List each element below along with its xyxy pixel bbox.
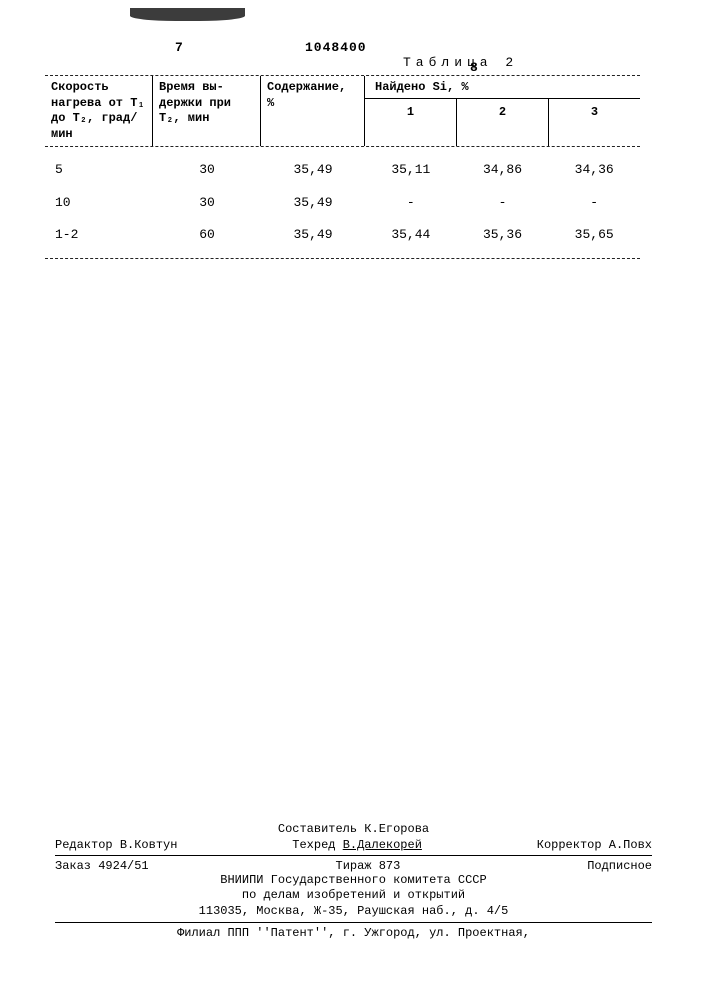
cell-f2: - xyxy=(457,194,549,212)
cell-f1: - xyxy=(365,194,457,212)
order-block: Заказ 4924/51 xyxy=(55,859,149,873)
found-header-label: Найдено Si, % xyxy=(365,76,640,99)
cell-time: 30 xyxy=(153,194,261,212)
footer-rule-1 xyxy=(55,855,652,856)
cell-speed: 5 xyxy=(45,161,153,179)
table-body: 5 30 35,49 35,11 34,86 34,36 10 30 35,49… xyxy=(45,147,640,244)
editor-label: Редактор xyxy=(55,838,113,852)
data-table: Скорость нагрева от T₁ до T₂, град/мин В… xyxy=(45,75,640,259)
corr-name: А.Повх xyxy=(609,838,652,852)
org-line-1: ВНИИПИ Государственного комитета СССР xyxy=(55,873,652,889)
cell-content: 35,49 xyxy=(261,161,365,179)
compiler-line: Составитель К.Егорова xyxy=(55,822,652,838)
table-row: 10 30 35,49 - - - xyxy=(45,194,640,212)
table-header-row: Скорость нагрева от T₁ до T₂, град/мин В… xyxy=(45,76,640,146)
cell-speed: 10 xyxy=(45,194,153,212)
print-line: Заказ 4924/51 Тираж 873 Подписное xyxy=(55,859,652,873)
cell-f3: 34,36 xyxy=(548,161,640,179)
tech-label: Техред xyxy=(292,838,335,852)
found-subheader-row: 1 2 3 xyxy=(365,99,640,147)
editor-block: Редактор В.Ковтун xyxy=(55,838,177,852)
cell-f3: - xyxy=(548,194,640,212)
col-header-found: Найдено Si, % 1 2 3 xyxy=(365,76,640,146)
found-sub-2: 2 xyxy=(457,99,549,147)
cell-time: 60 xyxy=(153,226,261,244)
order-label: Заказ xyxy=(55,859,91,873)
cell-content: 35,49 xyxy=(261,194,365,212)
cell-f1: 35,11 xyxy=(365,161,457,179)
cell-time: 30 xyxy=(153,161,261,179)
cell-speed: 1-2 xyxy=(45,226,153,244)
filial-line: Филиал ППП ''Патент'', г. Ужгород, ул. П… xyxy=(55,926,652,942)
staff-line: Редактор В.Ковтун Техред В.Далекорей Кор… xyxy=(55,838,652,852)
colophon: Составитель К.Егорова Редактор В.Ковтун … xyxy=(55,822,652,942)
corrector-block: Корректор А.Повх xyxy=(537,838,652,852)
table-row: 1-2 60 35,49 35,44 35,36 35,65 xyxy=(45,226,640,244)
corr-label: Корректор xyxy=(537,838,602,852)
cell-f2: 35,36 xyxy=(457,226,549,244)
cell-f3: 35,65 xyxy=(548,226,640,244)
tirazh-block: Тираж 873 xyxy=(336,859,401,873)
order-no: 4924/51 xyxy=(98,859,148,873)
tirazh-label: Тираж xyxy=(336,859,372,873)
scan-artifact xyxy=(130,8,245,21)
compiler-name: К.Егорова xyxy=(364,822,429,836)
col-header-time: Время вы- держки при T₂, мин xyxy=(153,76,261,146)
page-header: 7 1048400 8 xyxy=(45,30,667,70)
compiler-label: Составитель xyxy=(278,822,357,836)
table-row: 5 30 35,49 35,11 34,86 34,36 xyxy=(45,161,640,179)
org-line-2: по делам изобретений и открытий xyxy=(55,888,652,904)
cell-f1: 35,44 xyxy=(365,226,457,244)
tech-block: Техред В.Далекорей xyxy=(292,838,422,852)
table-bottom-rule xyxy=(45,258,640,259)
cell-f2: 34,86 xyxy=(457,161,549,179)
table-title: Таблица 2 xyxy=(403,55,518,70)
podpis: Подписное xyxy=(587,859,652,873)
address-line: 113035, Москва, Ж-35, Раушская наб., д. … xyxy=(55,904,652,920)
found-sub-3: 3 xyxy=(549,99,640,147)
footer-rule-2 xyxy=(55,922,652,923)
col-header-content: Содержание, % xyxy=(261,76,365,146)
col-header-speed: Скорость нагрева от T₁ до T₂, град/мин xyxy=(45,76,153,146)
page-number-left: 7 xyxy=(175,40,183,55)
editor-name: В.Ковтун xyxy=(120,838,178,852)
document-number: 1048400 xyxy=(305,40,367,55)
tech-name: В.Далекорей xyxy=(343,838,422,852)
found-sub-1: 1 xyxy=(365,99,457,147)
tirazh-no: 873 xyxy=(379,859,401,873)
document-page: 7 1048400 8 Таблица 2 Скорость нагрева о… xyxy=(0,0,707,1000)
cell-content: 35,49 xyxy=(261,226,365,244)
